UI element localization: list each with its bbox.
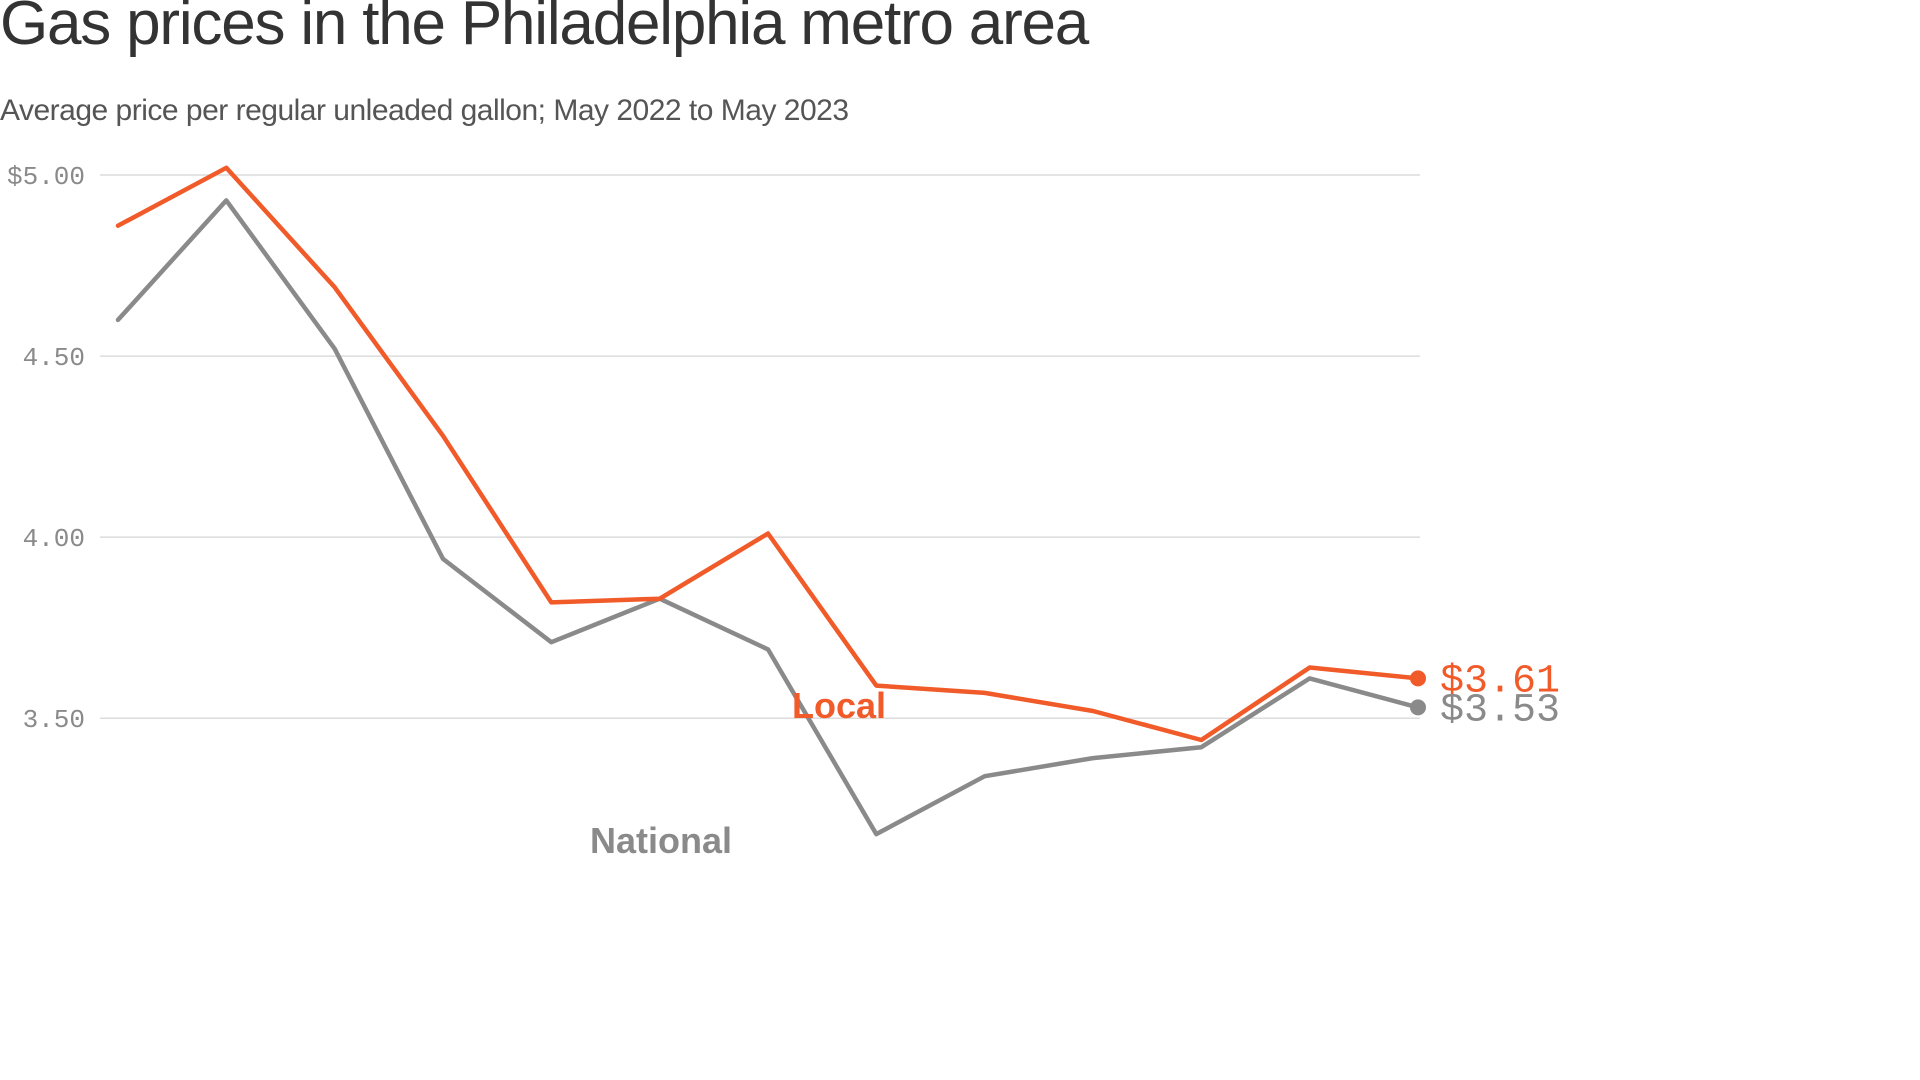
local-series-label: Local <box>792 685 886 726</box>
national-series-line <box>115 198 1421 837</box>
chart-title: Gas prices in the Philadelphia metro are… <box>0 0 1089 58</box>
y-tick-label: 4.00 <box>23 524 85 554</box>
y-tick-label: $5.00 <box>7 162 85 192</box>
local-series-line <box>115 165 1421 743</box>
local-end-label: $3.61 <box>1440 659 1560 704</box>
national-series-label: National <box>590 820 732 861</box>
national-end-label: $3.53 <box>1440 688 1560 733</box>
y-tick-label: 4.50 <box>23 343 85 373</box>
local-end-dot <box>1410 670 1426 687</box>
chart-subtitle: Average price per regular unleaded gallo… <box>0 94 849 127</box>
y-tick-label: 3.50 <box>23 705 85 735</box>
national-end-dot <box>1410 699 1426 716</box>
